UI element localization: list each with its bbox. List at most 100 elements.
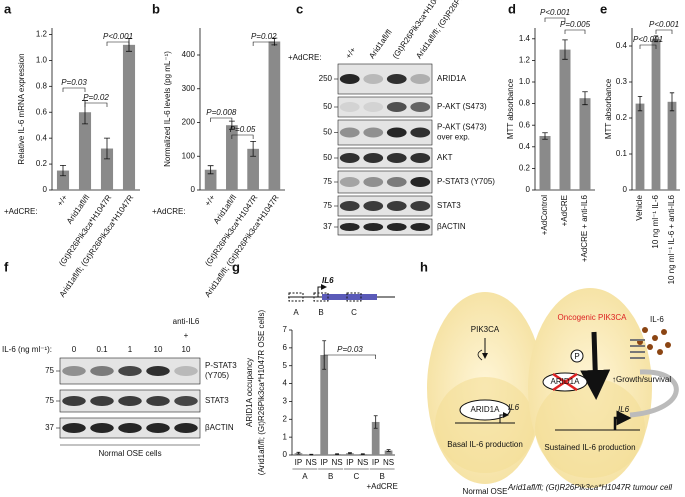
y-tick-label: 1.0 — [36, 56, 48, 65]
error-bar — [207, 165, 214, 175]
normal-nucleus — [435, 377, 535, 473]
band — [62, 396, 86, 406]
group-label: C — [353, 472, 359, 481]
band — [386, 177, 407, 187]
x-tick-label: NS — [357, 458, 368, 467]
error-bar — [59, 164, 67, 177]
y-axis-label: ARID1A occupancy — [245, 358, 254, 427]
x-tick-label: +AdControl — [540, 195, 549, 235]
p-value: P<0.001 — [633, 35, 663, 44]
bracket — [564, 29, 586, 34]
band — [146, 396, 170, 406]
size-marker: 75 — [45, 366, 54, 375]
x-tick-label: IP — [346, 458, 354, 467]
p-value: P=0.02 — [251, 32, 277, 41]
x-tick-label: IP — [295, 458, 303, 467]
row-label: βACTIN — [205, 423, 234, 432]
bar — [539, 136, 551, 190]
x-tick-label: +AdCRE + anti-IL6 — [580, 194, 589, 262]
tumour-nucleus — [535, 378, 645, 478]
band — [146, 366, 170, 376]
y-tick-label: 6 — [283, 343, 288, 352]
error-bar — [335, 453, 339, 455]
bar — [226, 125, 238, 190]
row-label: ARID1A — [437, 74, 467, 83]
bar — [247, 148, 259, 190]
phospho — [570, 349, 584, 363]
y-tick-label: 400 — [182, 50, 196, 59]
band — [386, 127, 407, 138]
size-marker: 75 — [323, 201, 332, 210]
row-label: STAT3 — [437, 201, 461, 210]
bracket — [84, 102, 108, 107]
error-bar — [542, 132, 548, 140]
bracket — [639, 44, 657, 49]
x-tick-label: NS — [306, 458, 317, 467]
promoter — [317, 284, 327, 297]
group-label: B — [379, 472, 384, 481]
error-bar — [296, 451, 301, 455]
y-tick-label: 0.1 — [616, 149, 628, 158]
error-bar — [669, 92, 675, 112]
arrow — [477, 349, 483, 361]
error-bar — [309, 453, 314, 456]
panel-letter: b — [152, 1, 160, 16]
bar — [268, 41, 281, 190]
band — [410, 201, 431, 211]
band — [363, 127, 384, 138]
panel-letter: d — [508, 1, 516, 16]
prefix-label: +AdCRE: — [288, 53, 322, 62]
band — [174, 423, 198, 433]
y-tick-label: 0 — [191, 185, 196, 194]
bar — [559, 49, 571, 190]
bracket — [231, 134, 254, 139]
band — [410, 74, 431, 84]
band — [363, 153, 384, 163]
cross — [552, 372, 578, 392]
prefix-label: +AdCRE: — [4, 207, 38, 216]
y-tick-label: 1.2 — [519, 56, 531, 65]
lane-label: 1 — [128, 345, 133, 354]
panel-letter: a — [4, 1, 12, 16]
y-tick-label: 0.4 — [519, 142, 531, 151]
y-tick-label: 0.2 — [36, 159, 48, 168]
row-note: (Y705) — [205, 371, 229, 380]
error-bar — [103, 137, 111, 160]
lane-label: 0.1 — [96, 345, 108, 354]
y-tick-label: 0 — [43, 185, 48, 194]
p-value: P=0.005 — [560, 20, 591, 29]
lane-label: 10 — [154, 345, 163, 354]
region-label: C — [351, 308, 357, 317]
exon — [322, 294, 377, 300]
band — [410, 102, 431, 112]
bar — [78, 112, 92, 190]
caption: Normal OSE — [463, 487, 508, 496]
y-axis-label: MTT absorbance — [604, 78, 613, 139]
y-tick-label: 300 — [182, 84, 196, 93]
panel-letter: e — [600, 1, 607, 16]
band — [410, 127, 431, 138]
size-marker: 250 — [319, 74, 333, 83]
y-tick-label: 1.0 — [519, 77, 531, 86]
error-bar — [348, 452, 352, 455]
band — [339, 223, 360, 231]
x-tick-label: +/+ — [55, 193, 69, 208]
region-box — [288, 292, 304, 302]
error-bar — [562, 39, 568, 60]
bracket — [62, 87, 86, 92]
y-tick-label: 1 — [283, 432, 288, 441]
caption: Arid1afl/fl; (Gt)R26Pik3ca*H1047R tumour… — [507, 483, 672, 492]
p-value: P<0.001 — [103, 32, 133, 41]
factor: ARID1A — [471, 405, 501, 414]
gene: IL6 — [508, 403, 520, 412]
y-tick-label: 0.2 — [616, 113, 628, 122]
size-marker: 50 — [323, 153, 332, 162]
bar — [122, 44, 136, 191]
treatment-label: anti-IL6 — [173, 317, 200, 326]
row-label: P-AKT (S473) — [437, 102, 487, 111]
bar — [651, 38, 661, 190]
band — [62, 366, 86, 376]
lane-label: 10 — [182, 345, 191, 354]
p-value: P<0.001 — [540, 8, 570, 17]
